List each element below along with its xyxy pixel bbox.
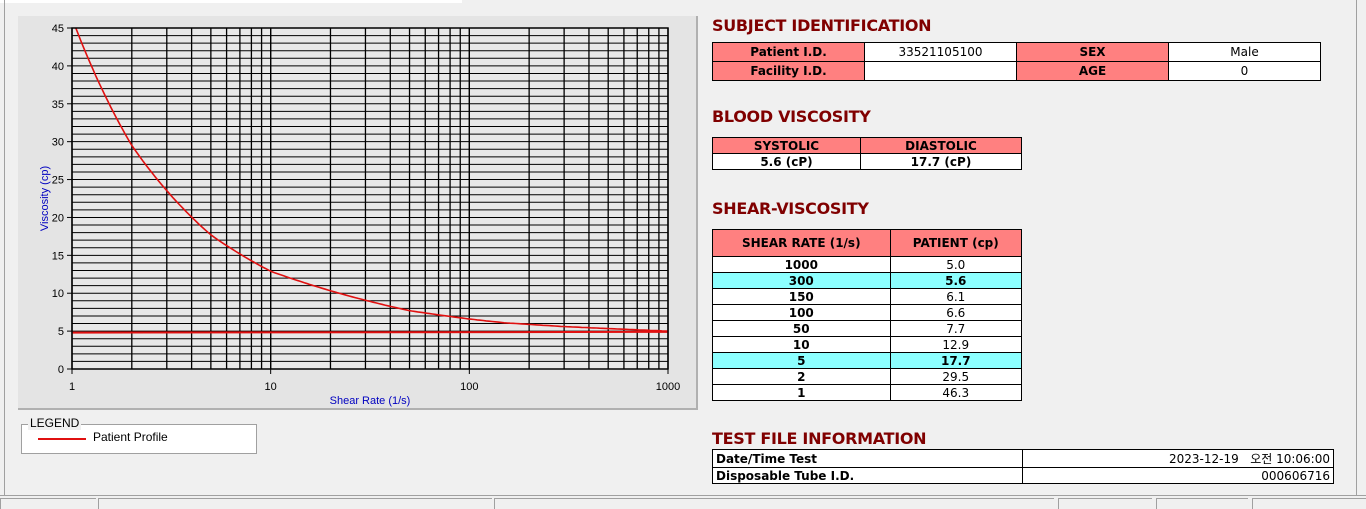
x-tick-label: 1 bbox=[69, 381, 75, 393]
tube-label: Disposable Tube I.D. bbox=[712, 467, 1023, 484]
status-segment bbox=[0, 498, 96, 509]
series-line bbox=[74, 28, 668, 332]
y-tick-label: 25 bbox=[52, 175, 64, 187]
status-bar bbox=[0, 495, 1366, 509]
diastolic-label: DIASTOLIC bbox=[859, 137, 1023, 154]
y-tick-label: 15 bbox=[52, 250, 64, 262]
systolic-value: 5.6 (cP) bbox=[712, 153, 861, 170]
shear-rate-cell: 10 bbox=[712, 336, 891, 353]
blood-title: BLOOD VISCOSITY bbox=[712, 107, 871, 126]
shear-title: SHEAR-VISCOSITY bbox=[712, 199, 869, 218]
shear-rate-cell: 50 bbox=[712, 320, 891, 337]
patient-value-cell: 5.0 bbox=[889, 256, 1023, 273]
systolic-label: SYSTOLIC bbox=[712, 137, 861, 154]
shear-rate-cell: 300 bbox=[712, 272, 891, 289]
y-tick-label: 5 bbox=[58, 326, 64, 338]
age-value: 0 bbox=[1168, 61, 1321, 81]
shear-rate-cell: 1 bbox=[712, 384, 891, 401]
datetime-value: 2023-12-19 오전 10:06:00 bbox=[1022, 449, 1334, 468]
shear-rate-cell: 2 bbox=[712, 368, 891, 385]
subject-table: Patient I.D. 33521105100 SEX Male Facili… bbox=[712, 42, 1321, 81]
patient-value-cell: 12.9 bbox=[889, 336, 1023, 353]
patient-value-cell: 5.6 bbox=[889, 272, 1023, 289]
status-segment bbox=[494, 498, 1054, 509]
legend-title: LEGEND bbox=[28, 416, 82, 430]
diastolic-value: 17.7 (cP) bbox=[859, 153, 1023, 170]
facility-id-label: Facility I.D. bbox=[712, 61, 865, 81]
y-tick-label: 30 bbox=[52, 137, 64, 149]
shear-row: 150 6.1 bbox=[712, 288, 1023, 305]
legend-label: Patient Profile bbox=[93, 430, 168, 444]
right-scroll-edge bbox=[1356, 0, 1366, 496]
shear-row: 300 5.6 bbox=[712, 272, 1023, 289]
shear-rate-cell: 100 bbox=[712, 304, 891, 321]
patient-value-cell: 7.7 bbox=[889, 320, 1023, 337]
patient-id-value: 33521105100 bbox=[864, 42, 1017, 62]
y-tick-label: 0 bbox=[58, 364, 64, 376]
plot-border bbox=[71, 27, 669, 370]
shear-row: 1000 5.0 bbox=[712, 256, 1023, 273]
shear-rate-cell: 1000 bbox=[712, 256, 891, 273]
shear-rate-cell: 5 bbox=[712, 352, 891, 369]
patient-value-cell: 6.1 bbox=[889, 288, 1023, 305]
sex-label: SEX bbox=[1016, 42, 1169, 62]
shear-row: 1 46.3 bbox=[712, 384, 1023, 401]
datetime-label: Date/Time Test bbox=[712, 449, 1023, 468]
subject-title: SUBJECT IDENTIFICATION bbox=[712, 16, 932, 35]
shear-rate-cell: 150 bbox=[712, 288, 891, 305]
tube-value: 000606716 bbox=[1022, 467, 1334, 484]
x-tick-label: 1000 bbox=[656, 381, 680, 393]
age-label: AGE bbox=[1016, 61, 1169, 81]
patient-value-cell: 29.5 bbox=[889, 368, 1023, 385]
shear-rate-header: SHEAR RATE (1/s) bbox=[712, 229, 891, 257]
status-segment bbox=[1058, 498, 1152, 509]
status-segment bbox=[1252, 498, 1366, 509]
x-axis-label: Shear Rate (1/s) bbox=[330, 395, 411, 407]
chart-panel: 0 5 10 15 20 25 30 35 40 45 1 10 100 1000 Shear Rate (… bbox=[18, 16, 698, 410]
patient-value-cell: 17.7 bbox=[889, 352, 1023, 369]
facility-id-value bbox=[864, 61, 1017, 81]
series-line bbox=[72, 330, 668, 334]
plot-area bbox=[72, 28, 668, 369]
x-tick-label: 10 bbox=[265, 381, 277, 393]
patient-id-label: Patient I.D. bbox=[712, 42, 865, 62]
y-tick-label: 20 bbox=[52, 212, 64, 224]
patient-value-cell: 6.6 bbox=[889, 304, 1023, 321]
patient-value-cell: 46.3 bbox=[889, 384, 1023, 401]
y-tick-label: 35 bbox=[52, 99, 64, 111]
status-segment bbox=[98, 498, 492, 509]
blood-viscosity-table: SYSTOLIC DIASTOLIC 5.6 (cP) 17.7 (cP) bbox=[712, 137, 1023, 170]
left-edge bbox=[0, 0, 5, 496]
y-axis-label: Viscosity (cp) bbox=[39, 166, 51, 231]
shear-row: 2 29.5 bbox=[712, 368, 1023, 385]
shear-row: 10 12.9 bbox=[712, 336, 1023, 353]
y-tick-label: 45 bbox=[52, 23, 64, 35]
viscosity-chart: 0 5 10 15 20 25 30 35 40 45 1 10 100 1000 Shear Rate (… bbox=[39, 23, 680, 407]
legend-line-swatch bbox=[38, 438, 86, 440]
y-tick-label: 40 bbox=[52, 61, 64, 73]
shear-viscosity-table: SHEAR RATE (1/s) PATIENT (cp) 1000 5.0 300… bbox=[712, 229, 1023, 401]
y-tick-label: 10 bbox=[52, 288, 64, 300]
test-file-table: Date/Time Test 2023-12-19 오전 10:06:00 Di… bbox=[712, 449, 1334, 484]
x-tick-label: 100 bbox=[460, 381, 478, 393]
status-segment bbox=[1156, 498, 1248, 509]
shear-row: 100 6.6 bbox=[712, 304, 1023, 321]
shear-row: 50 7.7 bbox=[712, 320, 1023, 337]
test-title: TEST FILE INFORMATION bbox=[712, 429, 927, 448]
shear-row: 5 17.7 bbox=[712, 352, 1023, 369]
top-bar bbox=[0, 0, 462, 3]
sex-value: Male bbox=[1168, 42, 1321, 62]
patient-header: PATIENT (cp) bbox=[889, 229, 1023, 257]
